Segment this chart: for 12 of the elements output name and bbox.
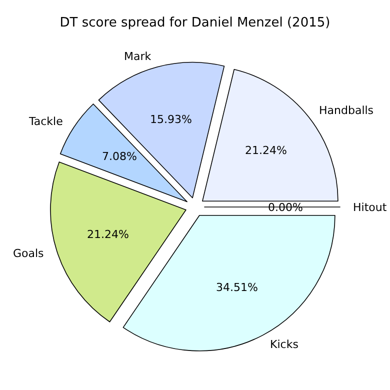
slice-label: Goals <box>13 247 44 260</box>
data-label: 15.93% <box>150 113 192 126</box>
slice-label: Handballs <box>319 104 374 117</box>
slice-label: Kicks <box>270 338 299 351</box>
slice-label: Tackle <box>28 115 64 128</box>
data-label: 21.24% <box>87 228 129 241</box>
category-label: Hitout <box>353 201 387 214</box>
data-label: 7.08% <box>102 150 137 163</box>
data-label: 21.24% <box>245 144 287 157</box>
data-label: 34.51% <box>216 281 258 294</box>
chart-title: DT score spread for Daniel Menzel (2015) <box>60 16 330 31</box>
slice-label: Mark <box>124 50 152 63</box>
